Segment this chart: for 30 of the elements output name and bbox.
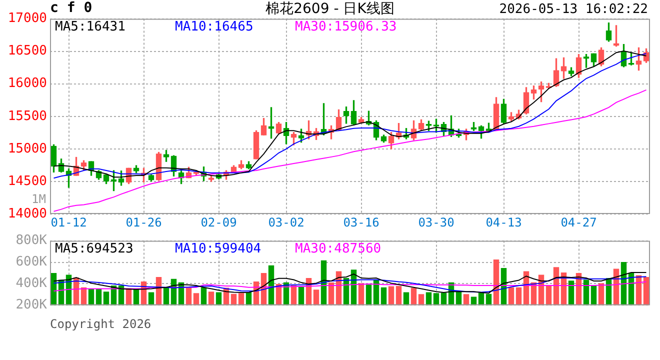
x-tick-label: 04-13 bbox=[486, 215, 522, 230]
text: MA30:15906.33 bbox=[295, 20, 397, 35]
x-tick-label: 03-16 bbox=[343, 215, 380, 230]
x-tick-label: 02-09 bbox=[200, 215, 237, 230]
x-tick-label: 01-12 bbox=[50, 215, 87, 230]
x-tick-label: 03-02 bbox=[268, 215, 304, 230]
y-tick-label: 200K bbox=[16, 298, 48, 313]
y-tick-label: 600K bbox=[16, 254, 48, 270]
x-tick-label: 03-30 bbox=[418, 215, 454, 230]
text: MA10:16465 bbox=[175, 20, 254, 35]
text: 1M bbox=[32, 192, 46, 206]
y-tick-label: 16000 bbox=[8, 76, 47, 92]
y-tick-label: 15000 bbox=[8, 141, 47, 156]
y-tick-label: 14500 bbox=[8, 174, 47, 189]
text: MA5:16431 bbox=[55, 20, 126, 35]
x-tick-label: 04-27 bbox=[560, 215, 597, 230]
x-tick-label: 01-26 bbox=[126, 215, 162, 230]
y-tick-label: 400K bbox=[16, 276, 48, 292]
text: MA30:487560 bbox=[295, 242, 382, 257]
series-label: MA5:694523 bbox=[55, 242, 134, 257]
chart-subtitle: c f 0 bbox=[50, 0, 92, 16]
text: 2026-05-13 16:02:22 bbox=[499, 2, 648, 17]
y-tick-label: 16500 bbox=[8, 44, 47, 59]
y-tick-label: 14000 bbox=[8, 206, 47, 222]
y-tick-label: 800K bbox=[16, 233, 48, 248]
y-tick-label: 15500 bbox=[8, 108, 47, 124]
chart-title: 棉花2609 - 日K线图 bbox=[266, 1, 394, 17]
y-tick-label: 17000 bbox=[8, 11, 47, 26]
text: MA10:599404 bbox=[175, 242, 262, 257]
text: Copyright 2026 bbox=[50, 317, 152, 331]
